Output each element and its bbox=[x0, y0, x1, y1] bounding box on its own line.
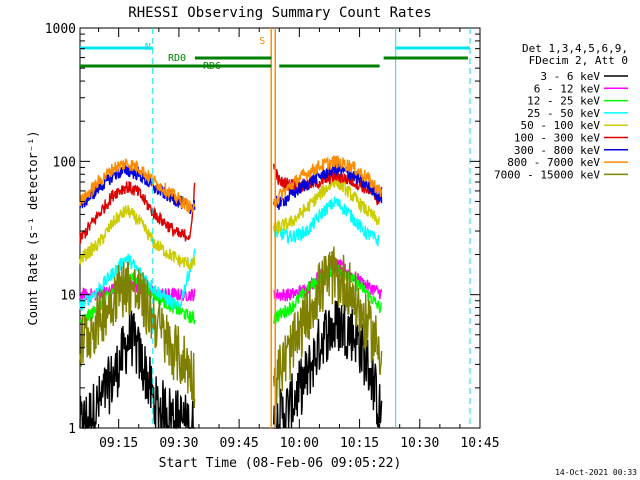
rd6-label: RD6 bbox=[203, 61, 221, 72]
legend-label: 300 - 800 keV bbox=[514, 144, 600, 157]
series-line-0 bbox=[79, 300, 383, 430]
legend-label: 800 - 7000 keV bbox=[507, 156, 600, 169]
series-line-7 bbox=[79, 155, 383, 214]
y-axis-label: Count Rate (s⁻¹ detector⁻¹) bbox=[26, 130, 40, 325]
x-tick-label: 10:15 bbox=[340, 436, 379, 451]
legend-label: 100 - 300 keV bbox=[514, 132, 600, 145]
plot-area: N S RD0 RD6 1 10 100 1000 09:15 09:30 09:45 10:00 10… bbox=[45, 22, 500, 451]
y-tick-label: 1000 bbox=[45, 22, 76, 37]
chart-title: RHESSI Observing Summary Count Rates bbox=[128, 5, 431, 21]
x-tick-label: 09:15 bbox=[99, 436, 138, 451]
night-label: N bbox=[145, 42, 151, 53]
legend-label: 7000 - 15000 keV bbox=[494, 168, 600, 181]
legend-header-line-2: FDecim 2, Att 0 bbox=[529, 54, 628, 67]
series-line-8 bbox=[79, 246, 383, 410]
x-tick-label: 10:45 bbox=[460, 436, 499, 451]
legend-header-line-1: Det 1,3,4,5,6,9, bbox=[522, 42, 628, 55]
x-tick-label: 09:30 bbox=[159, 436, 198, 451]
y-tick-label: 100 bbox=[53, 155, 76, 170]
rd0-label: RD0 bbox=[168, 53, 186, 64]
legend-label: 12 - 25 keV bbox=[527, 95, 600, 108]
y-tick-label: 10 bbox=[60, 289, 76, 304]
x-tick-label: 10:30 bbox=[400, 436, 439, 451]
series-line-6 bbox=[79, 162, 383, 214]
footer-timestamp: 14-Oct-2021 00:33 bbox=[555, 468, 637, 477]
y-tick-label: 1 bbox=[68, 422, 76, 437]
series-line-5 bbox=[79, 163, 383, 244]
series-line-3 bbox=[79, 196, 380, 311]
x-tick-label: 10:00 bbox=[280, 436, 319, 451]
legend-label: 25 - 50 keV bbox=[527, 107, 600, 120]
x-axis-label: Start Time (08-Feb-06 09:05:22) bbox=[159, 456, 402, 471]
x-tick-label: 09:45 bbox=[220, 436, 259, 451]
saa-label: S bbox=[259, 36, 265, 47]
legend-label: 6 - 12 keV bbox=[534, 82, 601, 95]
legend-label: 3 - 6 keV bbox=[540, 70, 600, 83]
series-line-4 bbox=[79, 175, 380, 270]
legend-label: 50 - 100 keV bbox=[521, 119, 601, 132]
